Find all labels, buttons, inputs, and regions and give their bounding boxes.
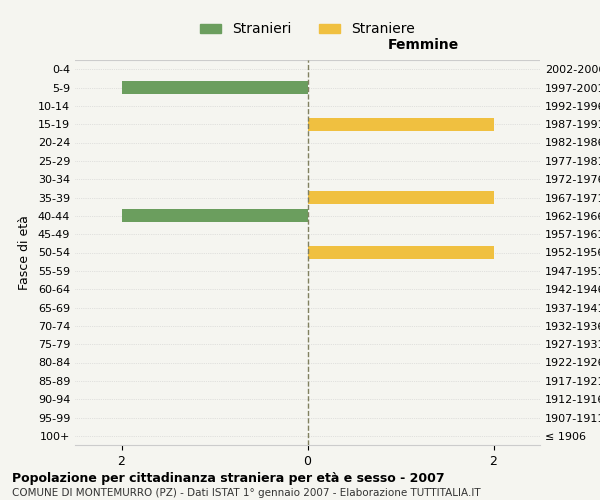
Y-axis label: Fasce di età: Fasce di età (18, 215, 31, 290)
Bar (308, 246, 493, 259)
Bar (308, 191, 493, 204)
Text: Popolazione per cittadinanza straniera per età e sesso - 2007: Popolazione per cittadinanza straniera p… (12, 472, 445, 485)
Text: COMUNE DI MONTEMURRO (PZ) - Dati ISTAT 1° gennaio 2007 - Elaborazione TUTTITALIA: COMUNE DI MONTEMURRO (PZ) - Dati ISTAT 1… (12, 488, 481, 498)
Legend: Stranieri, Straniere: Stranieri, Straniere (194, 17, 421, 42)
Bar (121, 81, 308, 94)
Text: Femmine: Femmine (388, 38, 460, 52)
Bar (308, 118, 493, 130)
Bar (121, 210, 308, 222)
